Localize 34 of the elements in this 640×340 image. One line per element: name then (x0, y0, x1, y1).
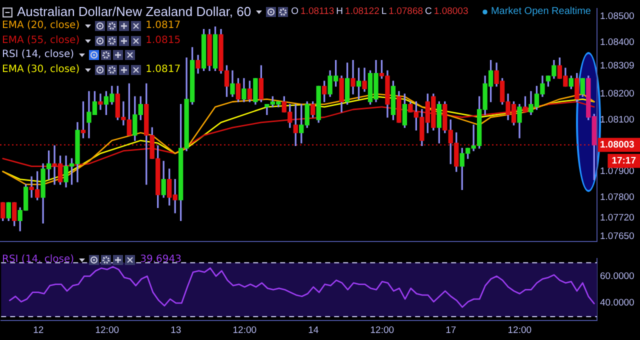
annotation: Market Open Realtime (490, 5, 591, 20)
annotation: 39.6943 (140, 253, 182, 268)
y-tick-label: 1.08200 (600, 88, 634, 100)
y-tick-label: 1.08400 (600, 36, 634, 48)
text: EMA (30, close) (2, 62, 80, 77)
annotation: 1.0817 (146, 19, 181, 34)
text: EMA (20, close) (2, 19, 80, 34)
x-tick-label: 17 (446, 324, 456, 336)
x-tick-label: 12:00 (508, 324, 532, 336)
x-tick-label: 14 (308, 324, 319, 336)
y-tick-label: 1.08500 (600, 11, 634, 22)
x-tick-label: 12:00 (370, 324, 394, 336)
candlestick (98, 94, 103, 110)
x-tick-label: 13 (170, 324, 182, 336)
candlestick (350, 60, 356, 94)
text: EMA (55, close) (2, 34, 80, 48)
text: 17:17 (612, 156, 636, 167)
y-tick-label: 40.0000 (600, 298, 634, 309)
y-tick-label: 1.07650 (600, 230, 634, 242)
y-tick-label: 1.07800 (600, 192, 634, 203)
y-tick-label: 60.0000 (600, 270, 634, 282)
ref-line-label: 1.08003 (600, 140, 634, 151)
annotation: O 1.08113 H 1.08122 L 1.07868 C 1.08003 (291, 5, 468, 19)
chart-title: Australian Dollar/New Zealand Dollar, 60 (17, 4, 252, 19)
annotation: RSI (14, close) (2, 48, 74, 62)
x-tick-label: 12:00 (232, 324, 257, 336)
y-tick-label: 1.08309 (600, 60, 634, 72)
series-label: RSI (14, close) (2, 253, 74, 268)
x-tick-label: 12:00 (95, 324, 120, 336)
y-tick-label: 1.07720 (600, 212, 634, 224)
y-tick-label: 1.07900 (600, 166, 634, 178)
annotation: 1.0817 (146, 62, 181, 77)
x-tick-label: 12 (33, 324, 44, 336)
annotation: 1.0815 (146, 34, 181, 48)
